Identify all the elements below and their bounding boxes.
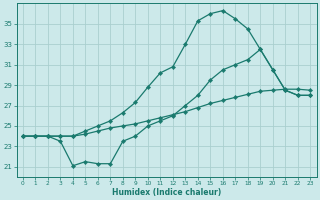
X-axis label: Humidex (Indice chaleur): Humidex (Indice chaleur) (112, 188, 221, 197)
